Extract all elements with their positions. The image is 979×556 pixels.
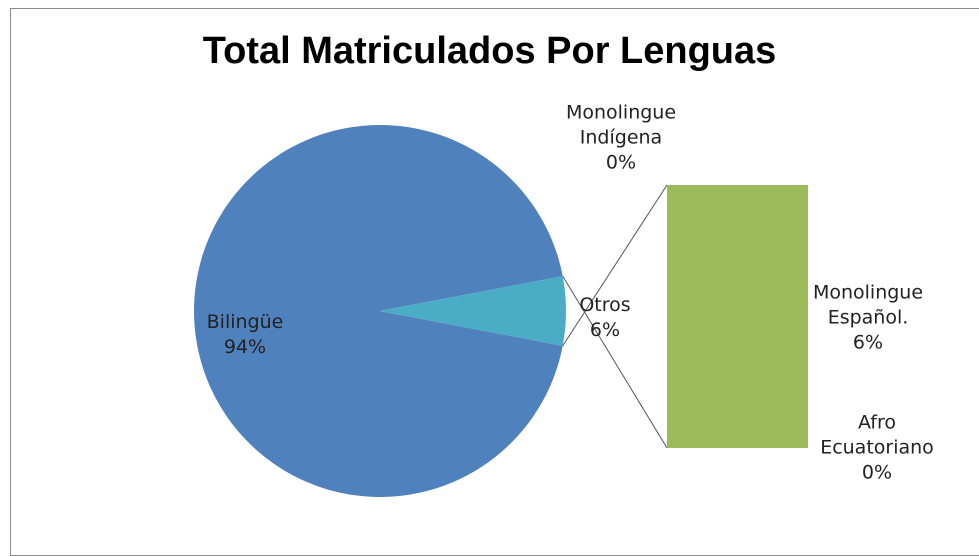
data-label: Monolingue Español. 6% <box>793 281 943 356</box>
label-name: Afro Ecuatoriano <box>820 411 934 459</box>
data-label: Otros 6% <box>565 293 645 343</box>
label-value: 94% <box>223 336 267 358</box>
connector <box>562 275 668 449</box>
connector <box>562 184 668 347</box>
label-name: Monolingue Indígena <box>565 101 677 149</box>
pie-slice <box>194 124 563 497</box>
label-name: Otros <box>579 294 631 316</box>
label-value: 0% <box>861 461 893 484</box>
chart-title: Total Matriculados Por Lenguas <box>202 30 777 72</box>
label-value: 0% <box>605 151 637 174</box>
data-label: Monolingue Indígena 0% <box>546 101 696 176</box>
data-label: Afro Ecuatoriano 0% <box>802 411 952 486</box>
label-name: Monolingue Español. <box>812 281 924 329</box>
label-value: 6% <box>852 331 884 354</box>
pie-slice <box>380 276 567 346</box>
label-value: 6% <box>589 319 621 341</box>
bar-segment <box>667 185 808 448</box>
label-name: Bilingüe <box>206 311 284 333</box>
data-label: Bilingüe 94% <box>185 310 305 360</box>
